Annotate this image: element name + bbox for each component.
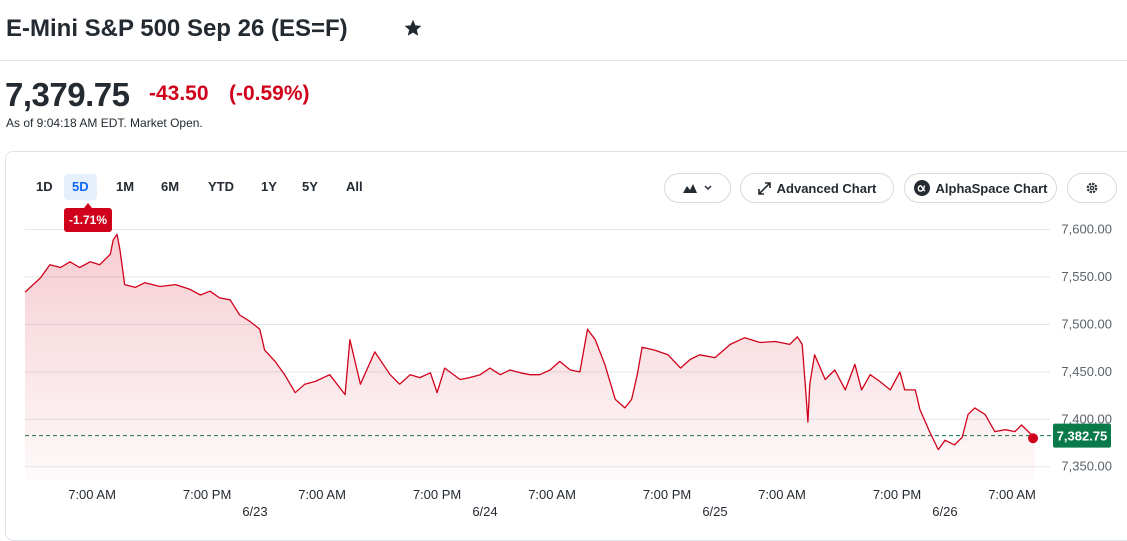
date-tick-label: 6/25: [702, 504, 727, 519]
date-tick-label: 6/26: [932, 504, 957, 519]
watchlist-star[interactable]: [403, 18, 423, 38]
reference-label: 7,382.75: [1057, 429, 1108, 444]
alphaspace-chart-button[interactable]: AlphaSpace Chart: [904, 173, 1057, 203]
gear-icon: [1086, 182, 1098, 194]
timestamp: As of 9:04:18 AM EDT. Market Open.: [6, 116, 203, 130]
range-tab[interactable]: All: [346, 179, 363, 194]
y-tick-label: 7,450.00: [1061, 364, 1112, 379]
price-change: -43.50: [149, 82, 209, 105]
button-label: Advanced Chart: [776, 180, 877, 196]
x-tick-label: 7:00 PM: [183, 487, 231, 502]
price-area: [25, 234, 1035, 480]
x-tick-label: 7:00 PM: [643, 487, 691, 502]
range-tab[interactable]: 1M: [116, 179, 135, 194]
y-tick-label: 7,400.00: [1061, 411, 1112, 426]
range-tab[interactable]: 5Y: [302, 179, 318, 194]
alphaspace-icon: [913, 180, 930, 196]
price-line: [24, 233, 1036, 451]
divider: [0, 60, 1127, 61]
button-label: AlphaSpace Chart: [935, 180, 1048, 196]
y-tick-label: 7,550.00: [1061, 269, 1112, 284]
change-badge: [64, 208, 112, 232]
x-tick-label: 7:00 AM: [68, 487, 116, 502]
x-tick-label: 7:00 AM: [298, 487, 346, 502]
date-tick-label: 6/23: [242, 504, 267, 519]
expand-icon: [757, 181, 771, 195]
chevron-icon: [703, 185, 712, 191]
y-tick-label: 7,600.00: [1061, 222, 1112, 237]
x-tick-label: 7:00 PM: [873, 487, 921, 502]
x-tick-label: 7:00 PM: [413, 487, 461, 502]
chart-type-button[interactable]: [664, 173, 731, 203]
y-tick-label: 7,350.00: [1061, 459, 1112, 474]
range-tab[interactable]: YTD: [208, 179, 234, 194]
settings-button[interactable]: [1067, 173, 1117, 203]
x-tick-label: 7:00 AM: [988, 487, 1036, 502]
percent-change: (-0.59%): [229, 82, 310, 105]
advanced-chart-button[interactable]: Advanced Chart: [740, 173, 894, 203]
x-tick-label: 7:00 AM: [528, 487, 576, 502]
price: 7,379.75: [5, 76, 130, 113]
range-tab[interactable]: 1D: [36, 179, 53, 194]
title: E-Mini S&P 500 Sep 26 (ES=F): [6, 15, 348, 42]
range-tab[interactable]: 6M: [161, 179, 180, 194]
date-tick-label: 6/24: [472, 504, 497, 519]
y-tick-label: 7,500.00: [1061, 316, 1112, 331]
change-badge-label: -1.71%: [69, 213, 107, 227]
page: { "header": {"title": "E-Mini S&P 500 Se…: [0, 15, 1127, 541]
reference-badge: [1053, 423, 1111, 448]
mountain-icon: [682, 184, 697, 193]
range-tab[interactable]: 1Y: [261, 179, 277, 194]
last-price-dot: [1028, 433, 1039, 444]
range-tab[interactable]: 5D: [64, 174, 97, 200]
x-tick-label: 7:00 AM: [758, 487, 806, 502]
change-badge-pointer: [84, 203, 92, 208]
price-chart: 7,350.00 7,400.00 7,450.00 7,500.00 7,550.00…: [24, 203, 1112, 519]
